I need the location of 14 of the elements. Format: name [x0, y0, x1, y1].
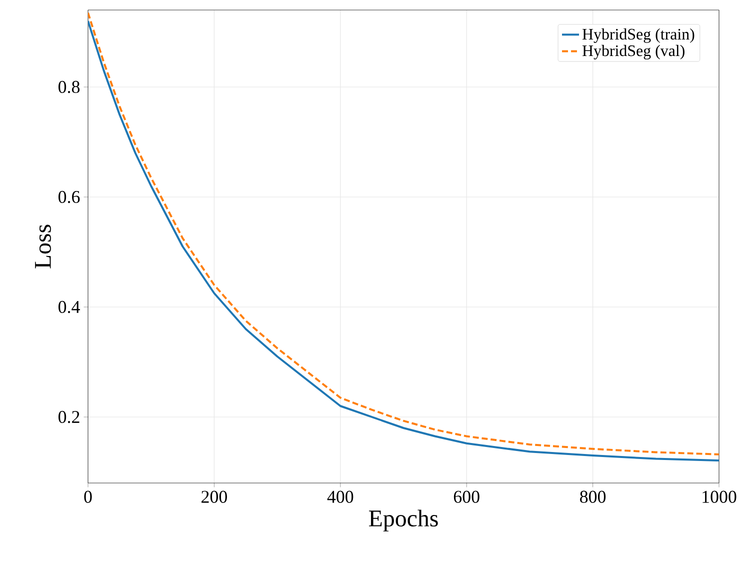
y-axis-title: Loss: [35, 224, 51, 268]
y-tick-label: 0.2: [58, 410, 80, 424]
y-tick-label: 0.8: [58, 80, 80, 94]
x-axis-title: Epochs: [368, 510, 438, 532]
y-tick-label: 0.4: [58, 300, 80, 314]
x-tick-label: 800: [580, 490, 606, 503]
legend-label: HybridSeg (train): [582, 28, 694, 43]
x-tick-label: 1000: [702, 490, 736, 503]
x-tick-label: 200: [202, 490, 227, 503]
legend-label: HybridSeg (val): [582, 44, 684, 60]
y-tick-label: 0.6: [58, 190, 80, 204]
x-tick-label: 600: [454, 490, 480, 503]
x-tick-label: 400: [327, 490, 354, 503]
x-tick-label: 0: [84, 490, 92, 503]
